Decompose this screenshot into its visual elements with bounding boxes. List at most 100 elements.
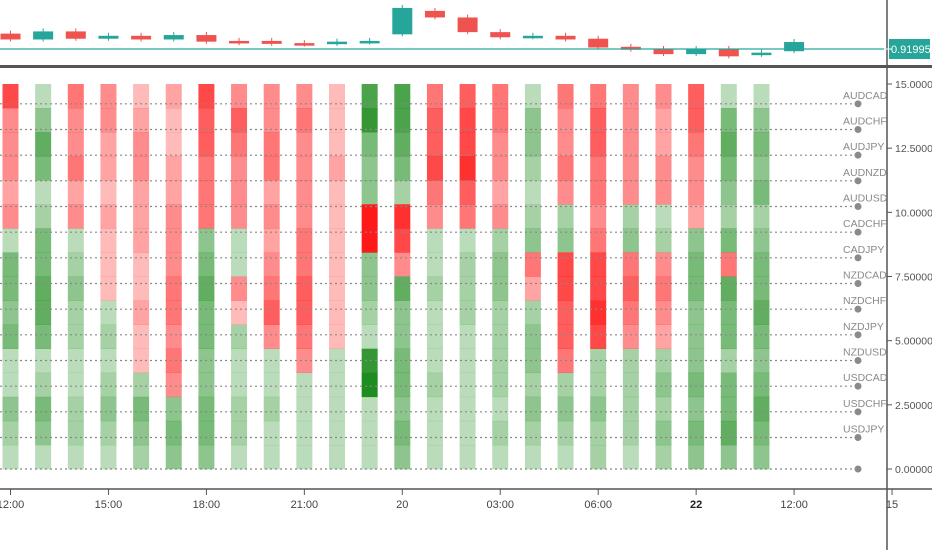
heat-cell: [524, 228, 541, 253]
heat-cell: [361, 84, 378, 109]
heat-cell: [655, 420, 672, 446]
heat-cell: [100, 228, 117, 253]
heat-cell: [263, 372, 280, 398]
heat-cell: [35, 348, 52, 374]
heat-cell: [2, 372, 19, 398]
heat-cell: [296, 228, 313, 253]
heat-cell: [590, 84, 607, 109]
heat-cell: [622, 132, 639, 157]
candle-down: [457, 17, 478, 33]
heat-cell: [329, 84, 345, 109]
heat-cell: [263, 84, 280, 109]
heat-cell: [557, 372, 574, 398]
heat-cell: [361, 204, 378, 229]
panel-separator[interactable]: [0, 65, 932, 68]
candle-down: [490, 32, 511, 38]
heat-cell: [720, 228, 737, 253]
heat-cell: [361, 348, 378, 374]
heat-cell: [753, 108, 770, 133]
heat-cell: [492, 372, 509, 398]
heat-cell: [35, 252, 52, 277]
heat-cell: [35, 396, 52, 422]
heat-cell: [133, 228, 150, 253]
heat-cell: [361, 108, 378, 133]
pair-marker-dot: [854, 305, 862, 313]
heat-cell: [426, 108, 443, 133]
heat-cell: [329, 132, 345, 157]
heat-cell: [263, 396, 280, 422]
heat-cell: [557, 396, 574, 422]
heat-cell: [2, 132, 19, 157]
heat-cell: [394, 156, 411, 181]
heat-cell: [361, 396, 378, 422]
heat-cell: [753, 252, 770, 277]
heat-cell: [296, 396, 313, 422]
pair-label: NZDCAD: [843, 270, 887, 282]
heat-cell: [590, 108, 607, 133]
heat-cell: [688, 108, 705, 133]
heat-cell: [263, 132, 280, 157]
time-axis: 12:00 15:00 18:00 21:00 20 03:00 06:00 22 12:00 1…: [0, 489, 898, 511]
candle-up: [163, 35, 184, 40]
pair-marker-dot: [854, 203, 862, 210]
price-tag: 0.91995: [884, 39, 931, 59]
heat-cell: [100, 276, 117, 301]
heat-cell: [459, 252, 476, 277]
heat-cell: [688, 180, 705, 205]
x-tick-label: 15:00: [95, 499, 123, 511]
heat-cell: [263, 228, 280, 253]
heat-cell: [133, 276, 150, 301]
heat-cell: [165, 324, 182, 349]
heat-cell: [133, 156, 150, 181]
heat-cell: [459, 420, 476, 446]
heat-cell: [492, 324, 509, 349]
heat-cell: [100, 396, 117, 422]
pair-marker-dot: [854, 126, 862, 133]
heat-cell: [100, 204, 117, 229]
heat-cell: [133, 132, 150, 157]
heat-cell: [296, 108, 313, 133]
pair-marker-dot: [854, 408, 862, 416]
heat-cell: [459, 348, 476, 374]
heat-cell: [524, 276, 541, 301]
heat-cell: [263, 300, 280, 325]
heat-cell: [688, 204, 705, 229]
heat-cell: [35, 108, 52, 133]
pair-label: AUDCAD: [843, 90, 888, 102]
x-tick-label: 06:00: [584, 499, 612, 511]
heat-cell: [100, 132, 117, 157]
heat-cell: [329, 324, 345, 349]
candle-up: [359, 40, 380, 44]
heat-cell: [296, 132, 313, 157]
heat-cell: [753, 444, 770, 470]
heat-cell: [361, 228, 378, 253]
heat-cell: [67, 324, 84, 349]
heat-cell: [524, 204, 541, 229]
heat-cell: [557, 108, 574, 133]
heat-cell: [459, 444, 476, 470]
candle-down: [588, 38, 609, 48]
pair-label: NZDCHF: [843, 295, 886, 307]
heat-cell: [100, 324, 117, 349]
heat-cell: [492, 396, 509, 422]
heat-cell: [688, 156, 705, 181]
y-tick-label: 10.00000: [895, 207, 932, 219]
candle-up: [392, 7, 413, 35]
heat-cell: [263, 252, 280, 277]
heat-cell: [133, 300, 150, 325]
heat-cell: [720, 132, 737, 157]
price-tag-label: 0.91995: [891, 44, 931, 56]
heat-cell: [165, 300, 182, 325]
heat-cell: [753, 276, 770, 301]
heat-cell: [720, 84, 737, 109]
pair-label: CADCHF: [843, 218, 887, 230]
heat-cell: [394, 300, 411, 325]
heat-cell: [590, 324, 607, 349]
heat-cell: [198, 444, 215, 470]
heat-cell: [2, 300, 19, 325]
heat-cell: [557, 300, 574, 325]
heat-cell: [165, 204, 182, 229]
heat-cell: [622, 396, 639, 422]
heat-cell: [165, 132, 182, 157]
heat-cell: [492, 252, 509, 277]
